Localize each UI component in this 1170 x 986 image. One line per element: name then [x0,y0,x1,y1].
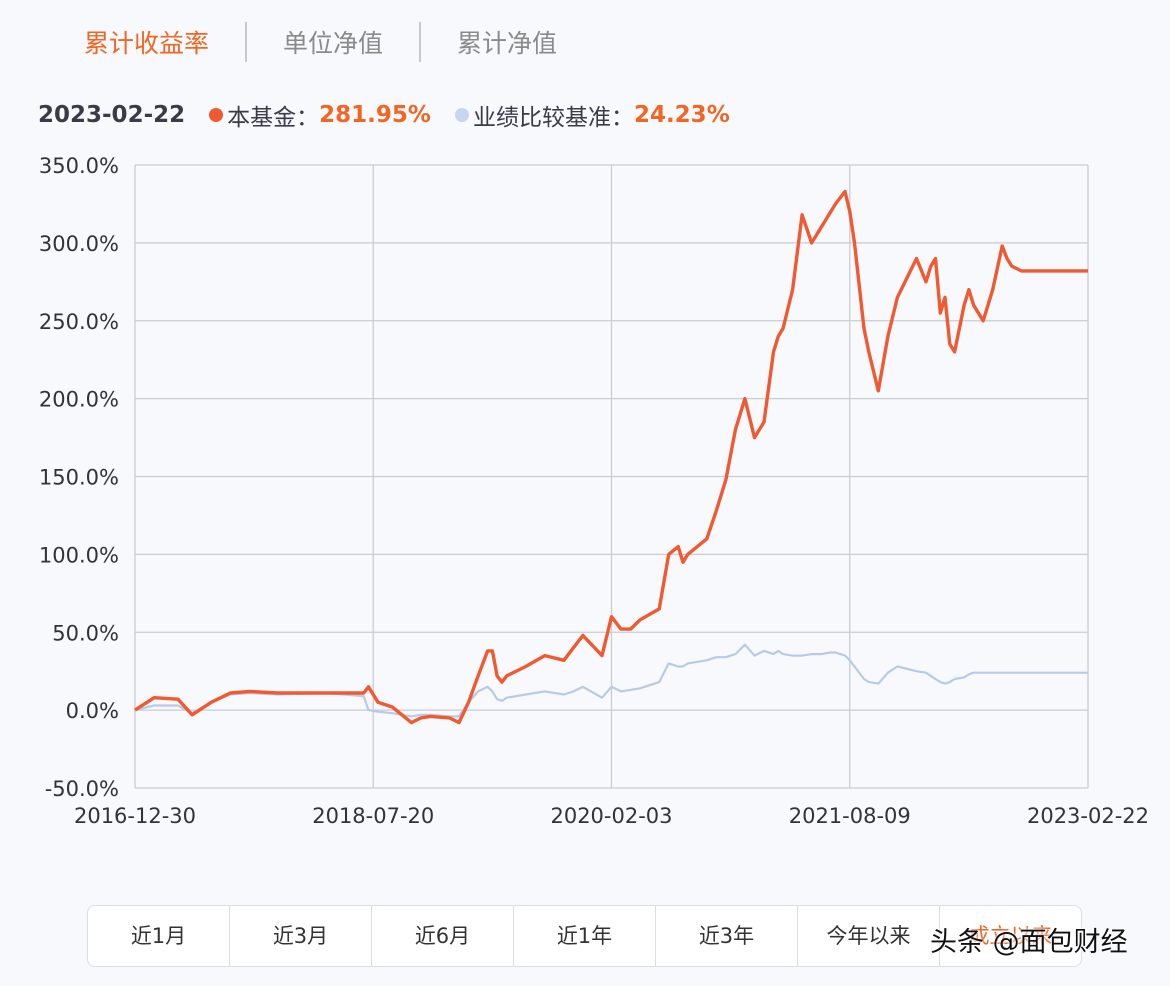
benchmark-label: 业绩比较基准： [472,105,634,131]
svg-text:300.0%: 300.0% [39,232,119,256]
watermark: 头条 @面包财经 [930,927,1128,958]
x-axis-labels: 2016-12-30 2018-07-20 2020-02-03 2021-08-09… [74,804,1149,828]
benchmark-value: 24.23% [633,102,730,128]
range-3m-button[interactable]: 近3月 [230,906,372,966]
range-since-inception-button[interactable]: 成立以来 [968,924,1053,948]
svg-text:0.0%: 0.0% [66,699,119,723]
svg-text:150.0%: 150.0% [39,466,119,490]
tab-divider [419,22,422,62]
benchmark-dot-icon [454,108,469,122]
range-1m-button[interactable]: 近1月 [88,906,230,966]
benchmark-line [134,643,1088,718]
range-6m-button[interactable]: 近6月 [372,906,514,966]
range-ytd-button[interactable]: 今年以来 [798,906,940,966]
tab-divider [245,22,248,62]
y-axis-labels: -50.0% 0.0% 50.0% 100.0% 150.0% 200.0% 250.0% 3… [39,154,119,801]
svg-text:-50.0%: -50.0% [45,777,119,801]
tab-cumulative-nav[interactable]: 累计净值 [457,29,558,58]
svg-text:200.0%: 200.0% [39,388,119,412]
chart-grid [134,164,1089,789]
svg-text:2018-07-20: 2018-07-20 [312,804,434,828]
tab-cumulative-return[interactable]: 累计收益率 [84,29,210,58]
metric-tabs: 累计收益率 单位净值 累计净值 [84,22,557,62]
tab-unit-nav[interactable]: 单位净值 [283,29,384,58]
fund-value: 281.95% [319,102,431,128]
svg-text:250.0%: 250.0% [39,310,119,334]
fund-dot-icon [209,108,224,122]
svg-text:2021-08-09: 2021-08-09 [789,804,911,828]
svg-text:2020-02-03: 2020-02-03 [550,804,672,828]
chart-legend: 2023-02-22 本基金： 281.95% 业绩比较基准： 24.23% [38,98,730,132]
svg-text:100.0%: 100.0% [39,543,119,567]
fund-label: 本基金： [227,105,320,131]
range-3y-button[interactable]: 近3年 [656,906,798,966]
svg-text:2016-12-30: 2016-12-30 [74,804,196,828]
svg-text:350.0%: 350.0% [39,154,119,178]
svg-text:2023-02-22: 2023-02-22 [1027,804,1149,828]
range-selector: 近1月 近3月 近6月 近1年 近3年 今年以来 成立以来 [87,905,1082,967]
range-1y-button[interactable]: 近1年 [514,906,656,966]
return-chart[interactable]: -50.0% 0.0% 50.0% 100.0% 150.0% 200.0% 250.0% 3… [0,0,1170,860]
fund-line [134,189,1088,725]
svg-text:50.0%: 50.0% [52,621,119,645]
legend-date: 2023-02-22 [38,102,186,128]
